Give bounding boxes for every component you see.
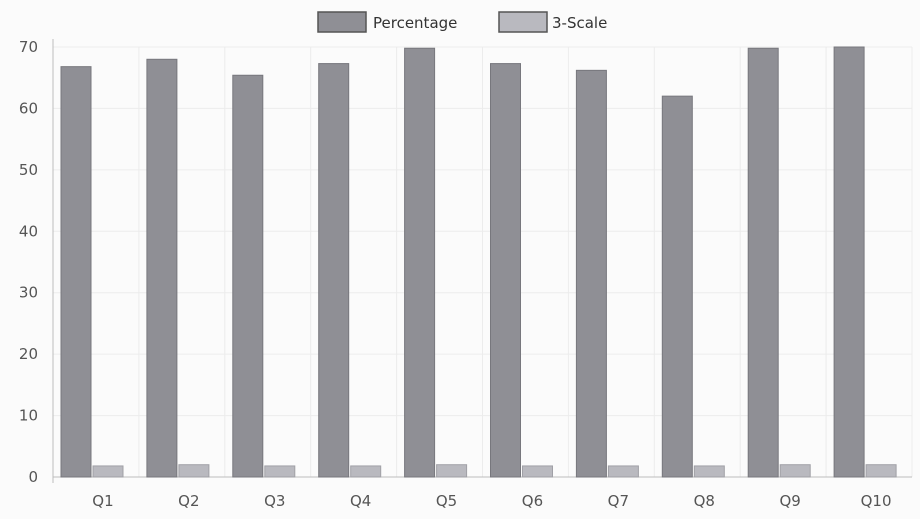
bar-percentage-q10 — [833, 46, 865, 478]
grid — [52, 46, 913, 477]
x-tick-label: Q2 — [178, 492, 199, 510]
bar-percentage-q4 — [318, 63, 350, 478]
bar-3-scale-q3 — [264, 465, 296, 478]
y-tick-label: 0 — [28, 468, 38, 486]
x-tick-label: Q5 — [436, 492, 457, 510]
bar-percentage-q8 — [661, 95, 693, 478]
bar-3-scale-q5 — [436, 464, 468, 478]
bar-percentage-q3 — [232, 74, 264, 478]
legend-swatch-percentage — [317, 11, 367, 33]
x-tick-label: Q6 — [522, 492, 543, 510]
bar-3-scale-q9 — [779, 464, 811, 478]
bar-3-scale-q10 — [865, 464, 897, 478]
y-tick-label: 30 — [19, 284, 38, 302]
bar-percentage-q1 — [60, 66, 92, 478]
bar-percentage-q9 — [747, 47, 779, 478]
legend-label: 3-Scale — [552, 14, 607, 32]
legend-swatch-3-scale — [498, 11, 548, 33]
y-tick-label: 60 — [19, 99, 38, 117]
x-tick-label: Q9 — [779, 492, 800, 510]
bar-percentage-q5 — [404, 47, 436, 478]
x-tick-label: Q8 — [694, 492, 715, 510]
bar-percentage-q6 — [490, 63, 521, 478]
bar-3-scale-q7 — [607, 465, 639, 478]
x-tick-label: Q10 — [861, 492, 892, 510]
bar-3-scale-q4 — [350, 465, 382, 478]
y-tick-label: 40 — [19, 222, 38, 240]
bar-3-scale-q2 — [178, 464, 210, 478]
x-tick-label: Q4 — [350, 492, 371, 510]
y-tick-label: 20 — [19, 345, 38, 363]
bar-3-scale-q6 — [522, 465, 553, 478]
x-tick-label: Q7 — [608, 492, 629, 510]
x-tick-label: Q1 — [92, 492, 113, 510]
bars — [60, 46, 897, 478]
y-tick-label: 50 — [19, 161, 38, 179]
bar-3-scale-q1 — [92, 465, 124, 478]
x-tick-label: Q3 — [264, 492, 285, 510]
legend-label: Percentage — [373, 14, 457, 32]
y-tick-label: 10 — [19, 407, 38, 425]
y-tick-label: 70 — [19, 38, 38, 56]
bar-percentage-q2 — [146, 58, 178, 478]
tick-labels: 0 10 20 30 40 50 60 70 Q1 Q2 Q3 Q4 Q5 Q6 Q7 Q8 Q9 Q10 — [19, 38, 892, 510]
legend: Percentage 3-Scale — [317, 11, 607, 33]
bar-3-scale-q8 — [693, 465, 725, 478]
bar-percentage-q7 — [575, 69, 607, 478]
